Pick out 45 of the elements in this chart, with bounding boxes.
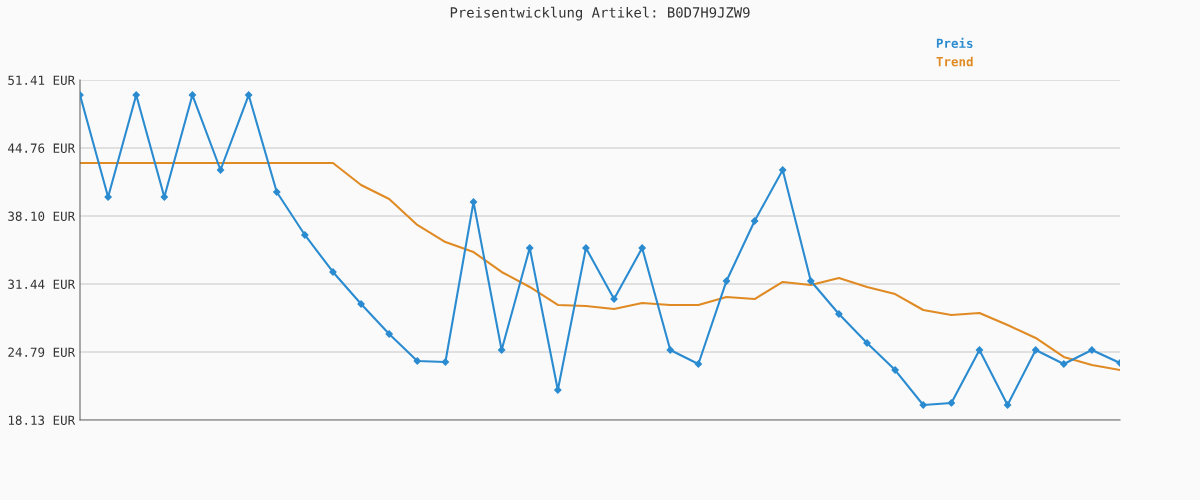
point xyxy=(891,366,899,374)
y-tick-label: 24.79 EUR xyxy=(8,347,76,357)
point xyxy=(273,188,281,196)
y-tick-label: 51.41 EUR xyxy=(8,75,76,85)
y-tick-label: 44.76 EUR xyxy=(8,143,76,153)
point xyxy=(779,166,787,174)
point xyxy=(216,166,225,174)
point xyxy=(722,277,731,285)
point xyxy=(469,198,478,206)
point xyxy=(497,346,506,354)
point xyxy=(1060,360,1068,368)
point xyxy=(750,217,759,225)
point xyxy=(385,330,393,338)
y-tick-label: 38.10 EUR xyxy=(8,211,76,221)
point xyxy=(975,346,984,354)
point xyxy=(947,399,955,407)
point xyxy=(807,277,815,285)
point xyxy=(357,300,365,308)
point xyxy=(301,231,309,239)
text: Preis xyxy=(936,37,973,48)
y-tick-label: 31.44 EUR xyxy=(8,279,76,289)
y-tick-label: 18.13 EUR xyxy=(8,415,76,425)
chart-title: Preisentwicklung Artikel: B0D7H9JZW9 xyxy=(450,6,750,21)
point xyxy=(610,295,618,303)
text: Trend xyxy=(936,56,973,67)
point xyxy=(245,91,253,99)
line-series xyxy=(80,161,1120,372)
point xyxy=(638,244,646,252)
point xyxy=(188,91,197,99)
point xyxy=(413,357,421,365)
point xyxy=(104,193,112,201)
point xyxy=(1032,346,1040,354)
point xyxy=(835,310,843,318)
point xyxy=(132,91,140,99)
point xyxy=(694,360,703,368)
point xyxy=(441,358,450,366)
point xyxy=(1088,346,1096,354)
point xyxy=(919,401,927,409)
point xyxy=(582,244,590,252)
point xyxy=(526,244,534,252)
point xyxy=(1003,401,1012,409)
point xyxy=(160,193,168,201)
point xyxy=(329,268,337,276)
point xyxy=(554,386,562,394)
point xyxy=(666,346,674,354)
